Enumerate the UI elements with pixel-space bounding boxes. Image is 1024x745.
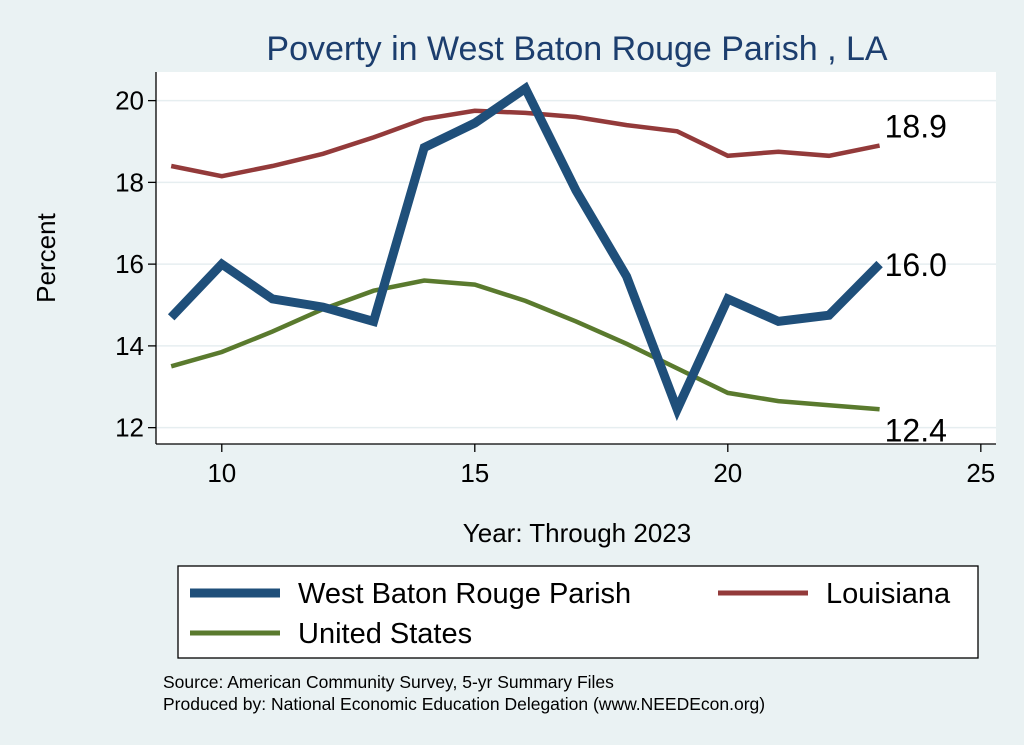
y-tick-label-18: 18 bbox=[115, 167, 144, 197]
produced-by-note: Produced by: National Economic Education… bbox=[163, 694, 765, 714]
series-line-united-states bbox=[170, 278, 880, 412]
chart-title: Poverty in West Baton Rouge Parish , LA bbox=[266, 30, 887, 68]
y-axis-title: Percent bbox=[31, 212, 61, 302]
end-labels: 16.0 18.9 12.4 bbox=[885, 109, 947, 449]
legend-box bbox=[177, 565, 979, 659]
source-note: Source: American Community Survey, 5-yr … bbox=[163, 672, 614, 692]
x-tick-label-25: 25 bbox=[966, 458, 995, 488]
series-lines bbox=[167, 81, 883, 421]
y-tick-label-16: 16 bbox=[115, 249, 144, 279]
gridlines bbox=[156, 99, 996, 429]
series-line-louisiana bbox=[170, 108, 881, 179]
y-tick-label-14: 14 bbox=[115, 331, 144, 361]
x-axis-title: Year: Through 2023 bbox=[463, 518, 691, 548]
end-label-louisiana: 18.9 bbox=[885, 109, 947, 145]
y-ticks: 12 14 16 18 20 bbox=[115, 86, 156, 443]
legend-label-united-states: United States bbox=[298, 618, 472, 650]
series-line-west-baton-rouge bbox=[167, 81, 883, 421]
x-tick-label-15: 15 bbox=[460, 458, 489, 488]
end-label-united-states: 12.4 bbox=[885, 412, 947, 448]
legend: West Baton Rouge Parish Louisiana United… bbox=[177, 565, 979, 659]
x-tick-label-20: 20 bbox=[713, 458, 742, 488]
x-ticks: 10 15 20 25 bbox=[207, 444, 995, 488]
y-tick-label-20: 20 bbox=[115, 86, 144, 116]
plot-area bbox=[156, 72, 996, 444]
legend-label-louisiana: Louisiana bbox=[826, 578, 951, 610]
x-tick-label-10: 10 bbox=[207, 458, 236, 488]
legend-label-west-baton-rouge: West Baton Rouge Parish bbox=[298, 578, 631, 610]
y-tick-label-12: 12 bbox=[115, 413, 144, 443]
end-label-west-baton-rouge: 16.0 bbox=[885, 247, 947, 283]
